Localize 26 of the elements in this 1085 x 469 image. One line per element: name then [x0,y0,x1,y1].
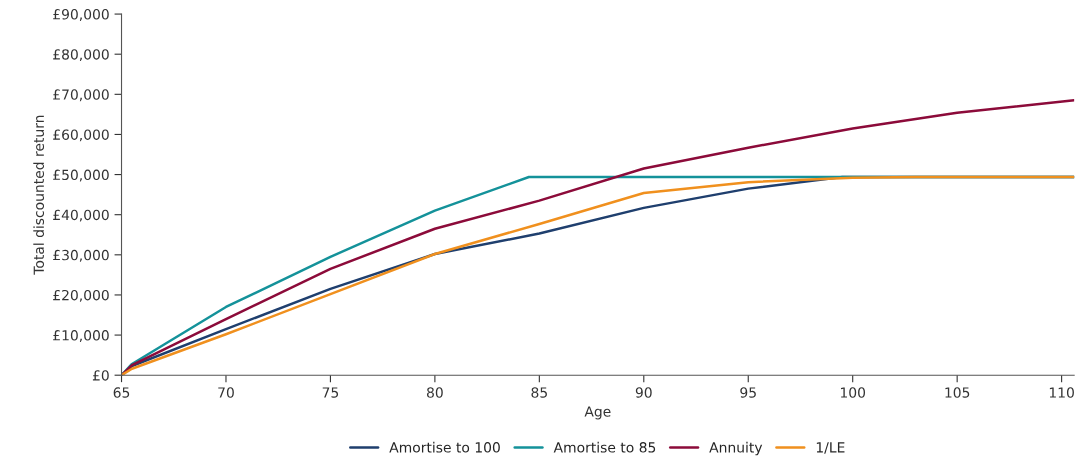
x-tick-label: 70 [218,387,234,398]
y-tick-label: £90,000 [53,9,109,21]
y-tick-label: £70,000 [53,89,109,102]
legend-label: Annuity [709,441,763,456]
x-axis-title: Age [584,406,611,420]
x-tick-label: 65 [113,387,130,398]
y-tick-label: £10,000 [53,330,109,342]
x-tick-label: 110 [1049,387,1074,398]
y-tick-label: £0 [92,370,109,381]
y-axis-title: Total discounted return [33,115,45,275]
y-tick-label: £50,000 [53,169,109,182]
x-tick-label: 90 [635,387,652,398]
x-tick-label: 75 [322,387,339,398]
legend-label: 1/LE [816,442,845,454]
y-tick-label: £40,000 [53,209,109,222]
legend-label: Amortise to 85 [553,441,656,453]
x-tick-label: 85 [531,387,547,398]
y-tick-label: £60,000 [53,129,109,142]
x-tick-label: 100 [840,387,866,398]
x-tick-label: 80 [426,387,443,398]
x-tick-label: 105 [945,387,970,398]
y-tick-label: £20,000 [53,289,109,302]
legend-label: Amortise to 100 [389,441,500,453]
y-tick-label: £30,000 [53,249,109,262]
y-tick-label: £80,000 [53,49,109,62]
x-tick-label: 95 [740,387,756,398]
